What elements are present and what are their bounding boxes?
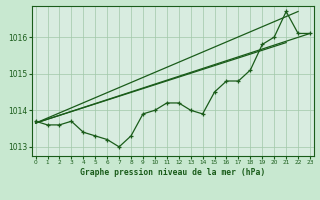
X-axis label: Graphe pression niveau de la mer (hPa): Graphe pression niveau de la mer (hPa)	[80, 168, 265, 177]
